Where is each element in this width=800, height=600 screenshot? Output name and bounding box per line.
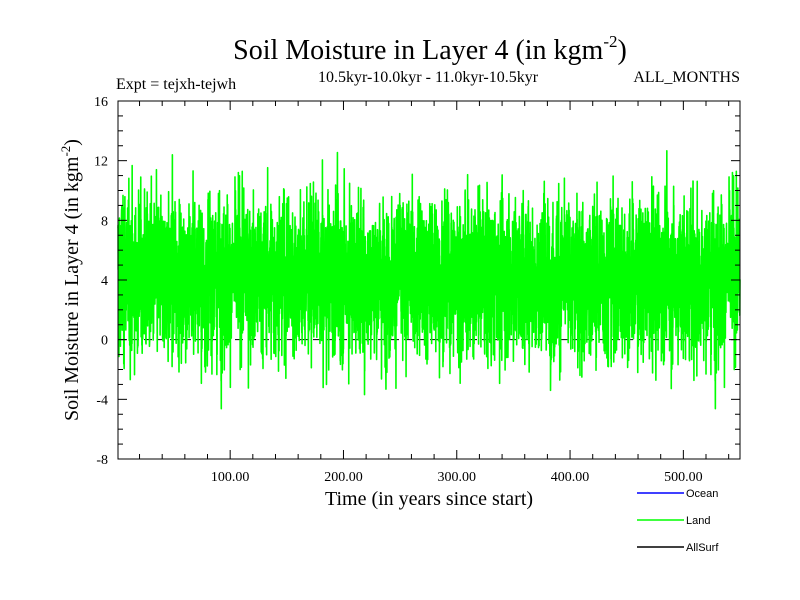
x-tick-label: 400.00 bbox=[551, 470, 590, 485]
y-tick-label: 8 bbox=[101, 214, 108, 229]
x-tick-label: 500.00 bbox=[664, 470, 703, 485]
y-tick-label: -8 bbox=[96, 453, 108, 468]
experiment-label: Expt = tejxh-tejwh bbox=[116, 76, 236, 93]
legend-label-allsurf: AllSurf bbox=[686, 542, 719, 554]
x-tick-label: 200.00 bbox=[324, 470, 363, 485]
x-axis-label: Time (in years since start) bbox=[325, 488, 533, 510]
period-label: ALL_MONTHS bbox=[633, 69, 740, 86]
legend: Ocean Land AllSurf bbox=[637, 488, 719, 554]
plot-area bbox=[117, 149, 741, 410]
y-tick-label: 0 bbox=[101, 334, 108, 349]
axes: -8 -4 0 4 8 12 16 100.00 200.00 300.00 400.00 500.0… bbox=[94, 95, 740, 485]
chart-subtitle: 10.5kyr-10.0kyr - 11.0kyr-10.5kyr bbox=[318, 69, 539, 86]
legend-label-land: Land bbox=[686, 515, 710, 527]
y-tick-label: 4 bbox=[101, 274, 108, 289]
chart-title: Soil Moisture in Layer 4 (in kgm-2) bbox=[233, 32, 627, 66]
x-tick-label: 100.00 bbox=[211, 470, 250, 485]
x-tick-label: 300.00 bbox=[438, 470, 477, 485]
y-tick-label: 12 bbox=[94, 155, 108, 170]
y-tick-label: 16 bbox=[94, 95, 108, 110]
y-tick-label: -4 bbox=[96, 393, 108, 408]
legend-label-ocean: Ocean bbox=[686, 488, 718, 500]
series-line-land bbox=[117, 149, 741, 410]
y-axis-label: Soil Moisture in Layer 4 (in kgm-2) bbox=[58, 139, 83, 421]
